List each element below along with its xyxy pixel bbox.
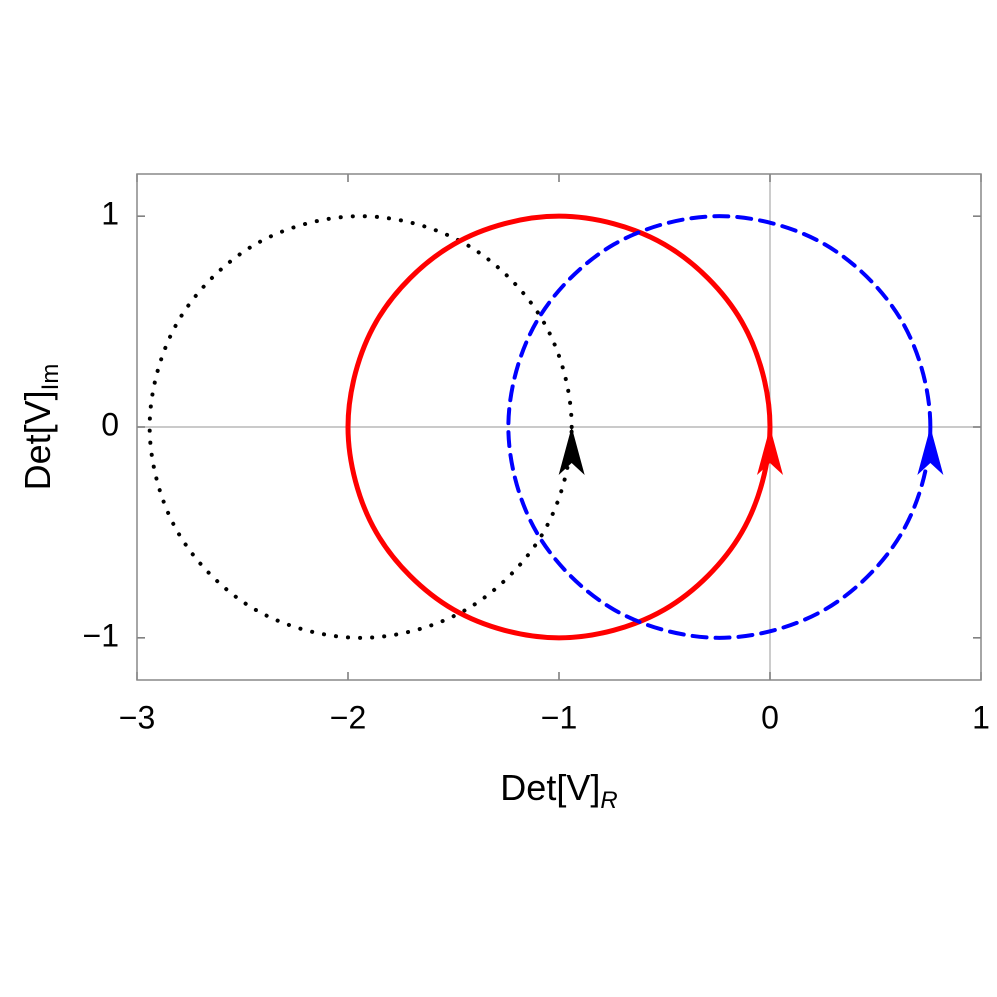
y-label-sub: Im xyxy=(37,364,64,391)
series-line xyxy=(345,213,773,641)
arrowhead xyxy=(917,427,944,475)
arrowhead xyxy=(558,427,585,475)
y-label-main: Det[V] xyxy=(17,390,58,490)
x-tick-label: 0 xyxy=(761,699,779,735)
x-tick-label: −2 xyxy=(330,699,366,735)
x-label-sub: R xyxy=(600,787,617,814)
series-line xyxy=(506,214,933,640)
y-tick-label: 0 xyxy=(101,406,119,442)
arrowhead xyxy=(757,427,783,475)
x-tick-label: −3 xyxy=(119,699,155,735)
plot-frame xyxy=(136,173,982,681)
x-tick-label: 1 xyxy=(972,699,990,735)
x-label-main: Det[V] xyxy=(500,767,600,808)
x-axis-label: Det[V]R xyxy=(500,767,617,815)
y-tick-label: 1 xyxy=(101,196,119,232)
y-tick-label: −1 xyxy=(83,617,119,653)
series-line xyxy=(147,214,574,640)
x-tick-label: −1 xyxy=(541,699,577,735)
y-axis-label: Det[V]Im xyxy=(17,364,65,491)
